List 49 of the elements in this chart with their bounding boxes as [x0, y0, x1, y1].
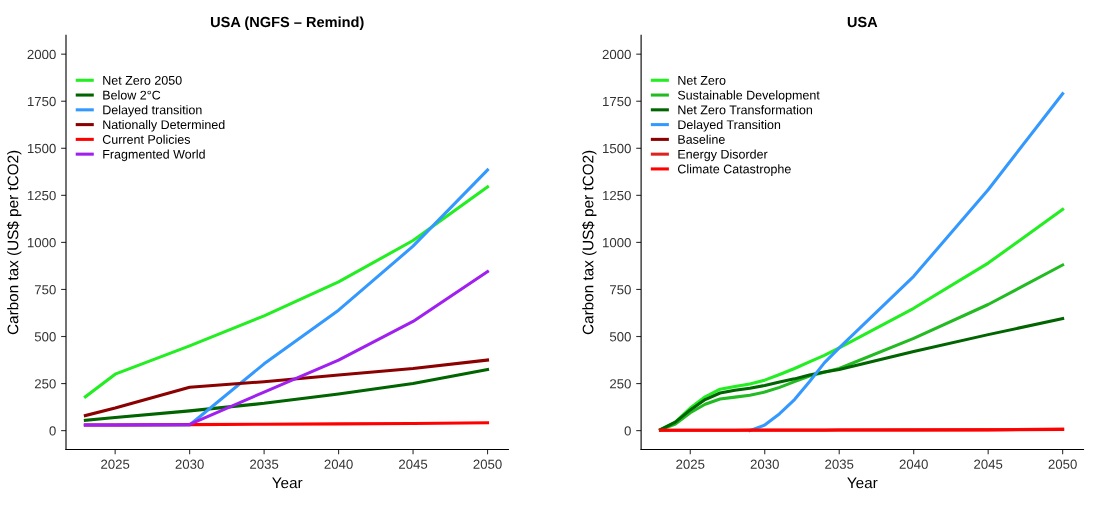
y-tick-label: 0	[49, 426, 56, 436]
x-axis-title: Year	[272, 477, 303, 489]
chart-title: USA	[847, 16, 878, 28]
x-tick-label: 2045	[974, 459, 1003, 469]
x-axis-title: Year	[847, 477, 878, 489]
y-axis-title: Carbon tax (US$ per tCO2)	[582, 150, 597, 335]
chart-title: USA (NGFS – Remind)	[210, 16, 364, 31]
y-tick-label: 0	[624, 426, 631, 436]
y-tick-label: 1500	[603, 143, 631, 154]
legend-label: Energy Disorder	[678, 149, 768, 162]
x-tick-label: 2040	[324, 459, 353, 469]
legend-label: Climate Catastrophe	[677, 164, 791, 176]
legend-label: Current Policies	[102, 134, 191, 144]
legend-label: Sustainable Development	[677, 90, 820, 103]
x-tick-label: 2030	[750, 459, 779, 469]
legend-label: Delayed Transition	[678, 119, 781, 132]
y-tick-label: 1250	[603, 190, 631, 201]
y-tick-label: 250	[610, 379, 631, 389]
y-axis-title: Carbon tax (US$ per tCO2)	[6, 150, 22, 335]
legend-label: Fragmented World	[103, 149, 205, 162]
y-tick-label: 1250	[27, 190, 56, 201]
y-tick-label: 1000	[27, 237, 56, 248]
y-tick-label: 2000	[602, 49, 631, 60]
x-tick-label: 2025	[676, 459, 705, 469]
legend-label: Nationally Determined	[103, 119, 225, 132]
legend-label: Baseline	[678, 134, 725, 144]
y-tick-label: 250	[34, 379, 56, 389]
y-tick-label: 750	[34, 285, 56, 295]
legend-label: Delayed transition	[103, 105, 202, 117]
y-tick-label: 1500	[27, 143, 56, 154]
legend-label: Net Zero	[678, 76, 726, 85]
x-tick-label: 2025	[101, 459, 130, 469]
legend-label: Below 2°C	[103, 90, 161, 100]
x-tick-label: 2035	[250, 459, 279, 469]
y-tick-label: 1000	[603, 237, 631, 248]
x-tick-label: 2050	[1048, 459, 1077, 469]
x-tick-label: 2035	[825, 459, 854, 469]
y-tick-label: 750	[610, 285, 631, 295]
y-tick-label: 2000	[27, 49, 56, 60]
y-tick-label: 1750	[27, 96, 56, 107]
x-tick-label: 2040	[899, 459, 928, 469]
x-tick-label: 2030	[175, 459, 204, 469]
legend-label: Net Zero Transformation	[678, 105, 813, 115]
y-tick-label: 500	[609, 332, 631, 342]
legend-label: Net Zero 2050	[103, 75, 182, 85]
x-tick-label: 2045	[399, 459, 428, 469]
x-tick-label: 2050	[473, 459, 502, 469]
y-tick-label: 1750	[603, 96, 631, 107]
y-tick-label: 500	[34, 332, 56, 342]
